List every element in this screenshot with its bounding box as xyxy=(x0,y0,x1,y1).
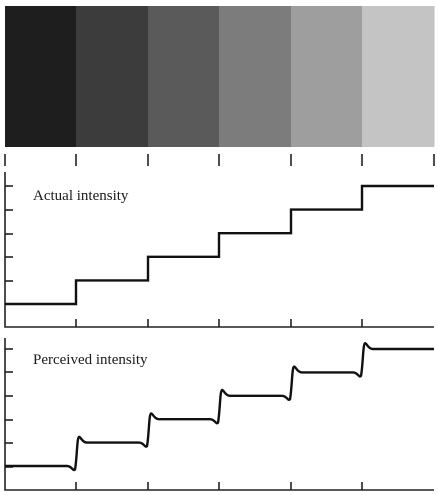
actual-intensity-label: Actual intensity xyxy=(33,188,129,204)
intensity-band-3 xyxy=(148,6,220,147)
intensity-band-strip xyxy=(5,6,435,147)
perceived-intensity-curve xyxy=(5,342,434,472)
band-boundary-ticks xyxy=(4,154,435,166)
actual-intensity-staircase xyxy=(5,184,434,306)
perceived-intensity-label: Perceived intensity xyxy=(33,352,148,368)
perceived-intensity-panel: Perceived intensity xyxy=(4,338,434,491)
intensity-band-1 xyxy=(5,6,77,147)
intensity-band-2 xyxy=(76,6,149,147)
perceived-panel-x-ticks xyxy=(75,482,363,490)
actual-panel-y-ticks xyxy=(5,185,13,305)
perceived-panel-y-ticks xyxy=(5,348,13,468)
actual-intensity-panel: Actual intensity xyxy=(4,172,434,328)
intensity-band-4 xyxy=(219,6,292,147)
intensity-band-5 xyxy=(291,6,363,147)
actual-panel-x-ticks xyxy=(75,319,363,327)
intensity-band-6 xyxy=(362,6,435,147)
